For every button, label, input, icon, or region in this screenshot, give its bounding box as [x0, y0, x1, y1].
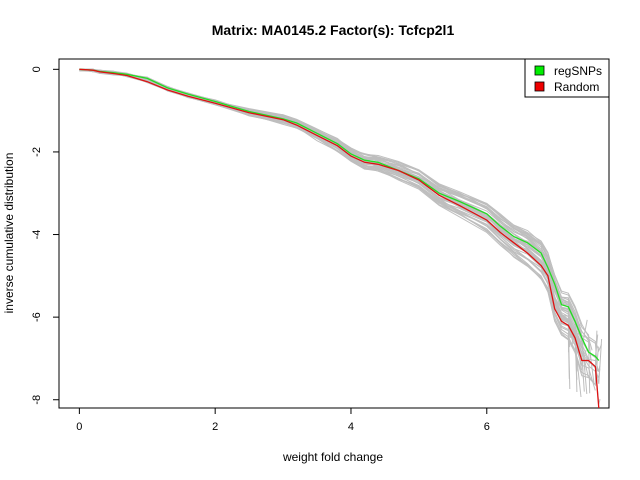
background-line — [79, 68, 571, 339]
background-line — [79, 68, 601, 372]
background-line — [79, 69, 571, 348]
background-line — [79, 69, 602, 352]
background-lines-group — [79, 68, 603, 405]
legend-label: regSNPs — [554, 64, 602, 78]
background-line — [79, 68, 593, 351]
legend: regSNPs Random — [524, 58, 610, 98]
y-tick-label: -2 — [31, 147, 43, 157]
background-line — [79, 69, 601, 380]
y-tick-label: -4 — [31, 230, 43, 240]
x-axis-label: weight fold change — [282, 450, 383, 464]
background-line — [79, 69, 570, 330]
series-lines-group — [79, 68, 600, 409]
background-line — [79, 68, 598, 370]
background-line — [79, 68, 598, 372]
x-tick-label: 4 — [348, 421, 354, 433]
background-line — [79, 68, 580, 341]
y-axis: 0 -2 -4 -6 -8 — [31, 66, 60, 405]
y-tick-label: -6 — [31, 312, 43, 322]
chart-title: Matrix: MA0145.2 Factor(s): Tcfcp2l1 — [212, 22, 455, 38]
background-line — [79, 69, 592, 361]
legend-swatch — [534, 65, 545, 76]
background-line — [79, 68, 591, 394]
y-axis-label: inverse cumulative distribution — [2, 153, 16, 314]
background-line — [79, 69, 578, 380]
legend-label: Random — [554, 80, 599, 94]
background-line — [79, 68, 603, 384]
background-line — [79, 68, 587, 367]
background-line — [79, 68, 586, 371]
background-line — [79, 68, 599, 387]
x-tick-label: 6 — [484, 421, 490, 433]
series-line-random — [79, 68, 600, 409]
background-line — [79, 68, 577, 339]
background-line — [79, 68, 571, 340]
background-line — [79, 68, 583, 352]
background-line — [79, 69, 601, 405]
x-axis: 0 2 4 6 — [76, 407, 490, 433]
x-tick-label: 0 — [76, 421, 82, 433]
x-tick-label: 2 — [212, 421, 218, 433]
y-tick-label: -8 — [31, 395, 43, 405]
background-line — [79, 69, 581, 327]
y-tick-label: 0 — [31, 66, 43, 72]
legend-swatch — [534, 81, 545, 92]
series-line-regsnps — [79, 68, 600, 361]
background-line — [79, 69, 588, 350]
background-line — [79, 68, 599, 359]
background-line — [79, 68, 589, 352]
background-line — [79, 69, 574, 345]
